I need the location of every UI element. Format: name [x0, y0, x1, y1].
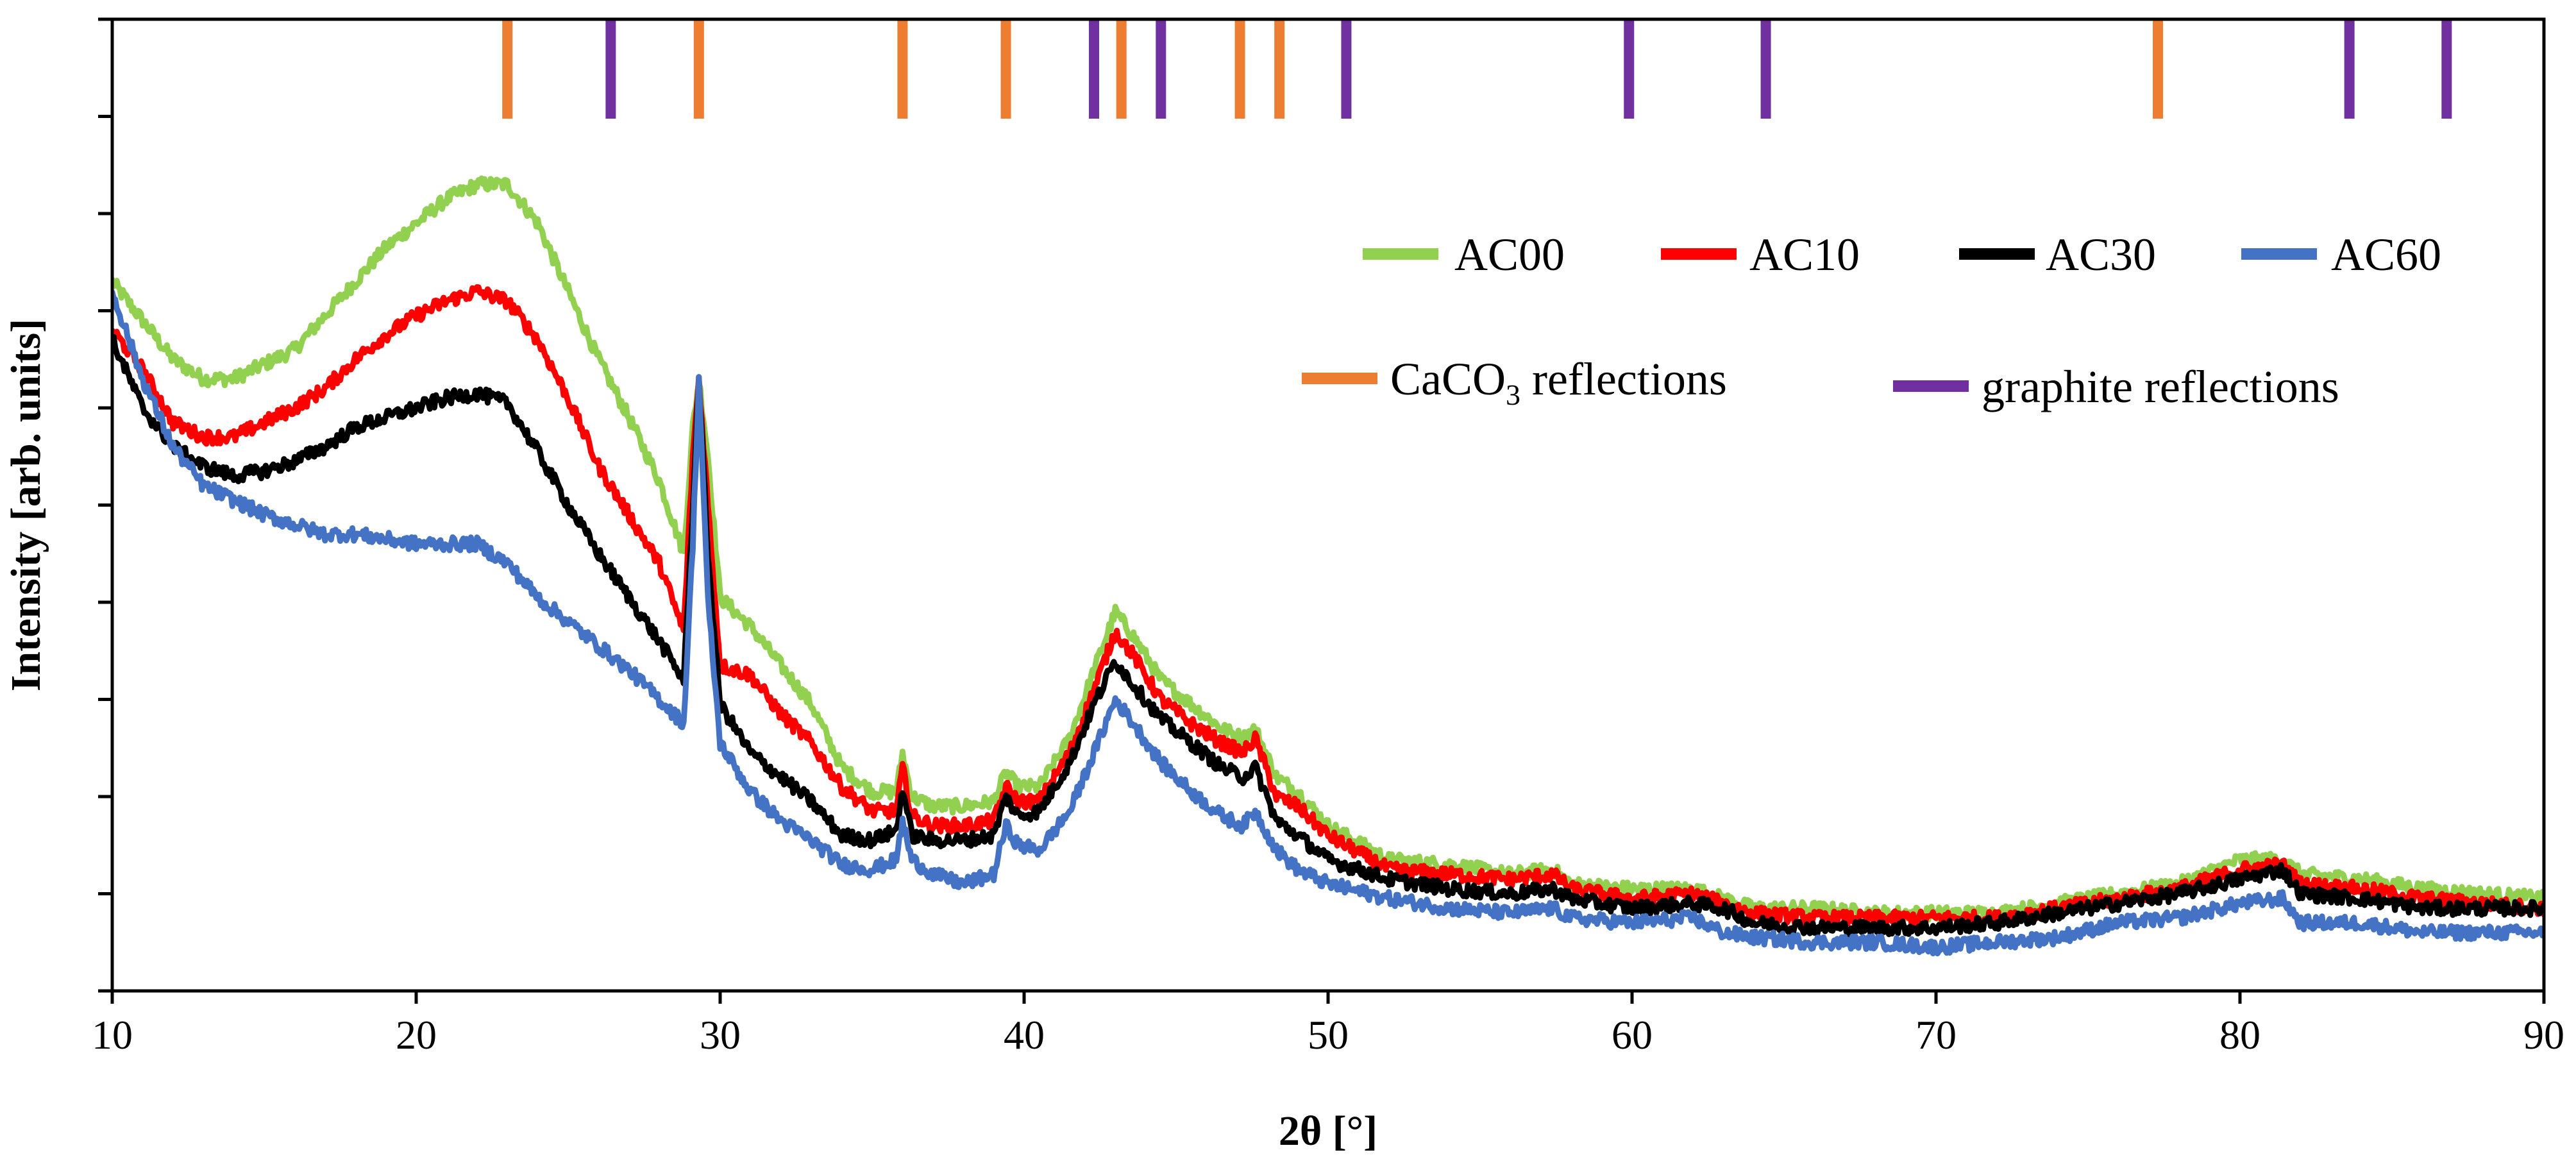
x-tick-label: 70	[1915, 1012, 1957, 1058]
series-line-ac60	[112, 289, 2544, 957]
plot-area	[112, 175, 2544, 957]
plot-frame	[110, 17, 2546, 993]
axes: 10 20 30 40 50 60 70 80 90 2θ [°] Intensity [arb. …	[3, 17, 2564, 1154]
x-tick-label: 20	[396, 1012, 437, 1058]
x-axis-title: 2θ [°]	[1279, 1108, 1377, 1154]
legend-label-ac30: AC30	[2046, 229, 2156, 280]
x-tick-label: 50	[1308, 1012, 1349, 1058]
legend-label-ac10: AC10	[1749, 229, 1860, 280]
reference-markers	[502, 19, 2452, 119]
legend-label-ac00: AC00	[1454, 229, 1565, 280]
x-tick-label: 10	[92, 1012, 133, 1058]
x-tick-label: 90	[2523, 1012, 2564, 1058]
legend-label-caco3: CaCO3 reflections	[1390, 353, 1727, 411]
x-tick-label: 40	[1004, 1012, 1045, 1058]
legend-label-graphite: graphite reflections	[1982, 361, 2339, 412]
x-tick-label: 30	[700, 1012, 741, 1058]
x-tick-label: 60	[1612, 1012, 1653, 1058]
legend-label-ac60: AC60	[2331, 229, 2441, 280]
legend: AC00 AC10 AC30 AC60 CaCO3 reflections graphit…	[1302, 229, 2441, 412]
x-tick-label: 80	[2219, 1012, 2260, 1058]
series-line-ac30	[112, 334, 2544, 938]
y-axis-title: Intensity [arb. units]	[3, 319, 49, 691]
